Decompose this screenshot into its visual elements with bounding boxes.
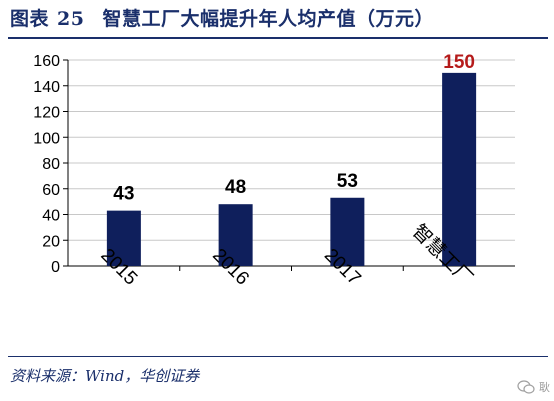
figure-prefix: 图表 — [10, 8, 50, 30]
y-tick-label: 80 — [42, 156, 60, 173]
y-tick-label: 0 — [51, 259, 60, 276]
bar-2017 — [330, 197, 365, 266]
y-tick-label: 40 — [42, 208, 60, 225]
bar-2015 — [106, 210, 141, 266]
bar-2016 — [218, 204, 253, 266]
y-tick-label: 60 — [42, 182, 60, 199]
watermark-text: 耿 — [539, 381, 550, 394]
watermark: 耿 — [517, 379, 550, 395]
y-tick-label: 160 — [33, 53, 60, 70]
bar-chart: 0204060801001201401604320154820165320171… — [33, 52, 515, 290]
y-tick-label: 140 — [33, 79, 60, 96]
wechat-icon — [517, 380, 535, 394]
data-label: 43 — [113, 184, 134, 205]
figure-title: 图表 25 智慧工厂大幅提升年人均产值（万元） — [10, 4, 434, 31]
figure-number: 25 — [57, 8, 85, 30]
y-tick-label: 120 — [33, 105, 60, 122]
data-label: 150 — [443, 52, 475, 73]
footer-divider — [8, 356, 548, 357]
data-label: 48 — [225, 177, 246, 198]
y-tick-label: 100 — [33, 130, 60, 147]
bar-智慧工厂 — [442, 72, 477, 266]
title-divider — [8, 37, 548, 39]
data-label: 53 — [337, 171, 358, 192]
y-tick-label: 20 — [42, 233, 60, 250]
chart-title: 智慧工厂大幅提升年人均产值（万元） — [102, 8, 434, 30]
source-note: 资料来源：Wind，华创证券 — [10, 367, 200, 385]
